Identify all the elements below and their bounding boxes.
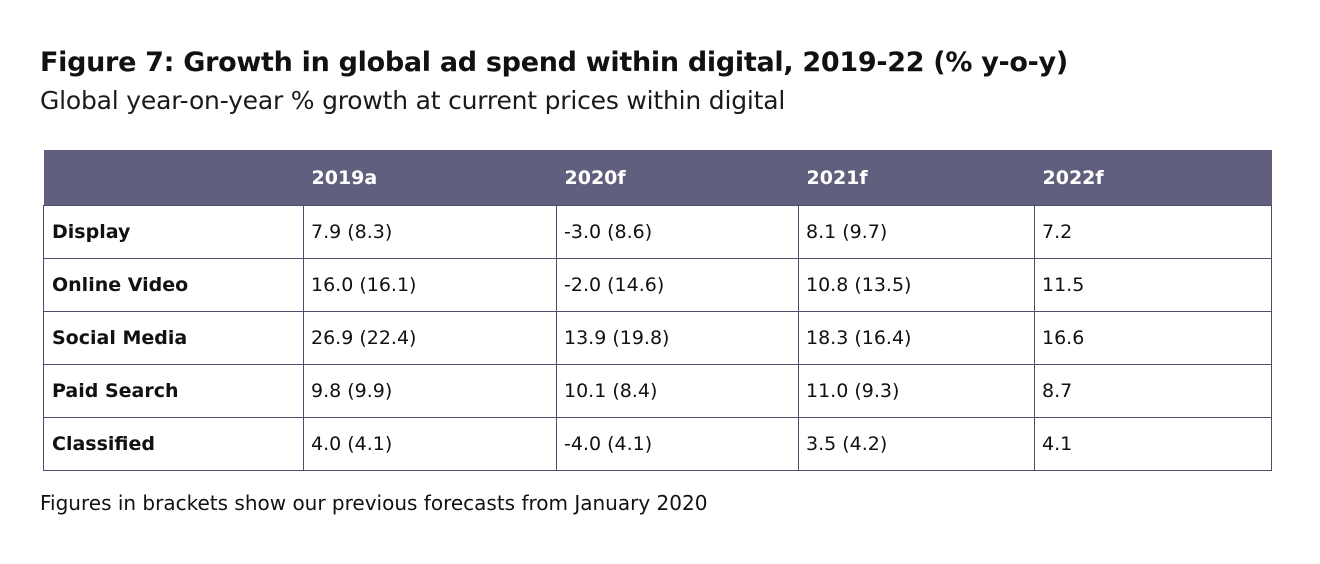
table-cell: 11.5 [1034, 258, 1272, 312]
table-cell: 3.5 (4.2) [798, 417, 1035, 471]
figure-subtitle: Global year-on-year % growth at current … [40, 86, 786, 115]
header-2020f: 2020f [556, 150, 799, 206]
table-row: Social Media 26.9 (22.4) 13.9 (19.8) 18.… [43, 311, 1272, 365]
table-cell: 16.6 [1034, 311, 1272, 365]
table-cell: 13.9 (19.8) [556, 311, 799, 365]
table-header: 2019a 2020f 2021f 2022f [43, 150, 1272, 206]
table-cell: 8.1 (9.7) [798, 205, 1035, 259]
figure-note: Figures in brackets show our previous fo… [40, 491, 708, 515]
table-cell: 8.7 [1034, 364, 1272, 418]
table-cell: 9.8 (9.9) [303, 364, 557, 418]
table-row: Online Video 16.0 (16.1) -2.0 (14.6) 10.… [43, 258, 1272, 312]
table-cell: -3.0 (8.6) [556, 205, 799, 259]
table-row: Paid Search 9.8 (9.9) 10.1 (8.4) 11.0 (9… [43, 364, 1272, 418]
row-label-display: Display [43, 205, 304, 259]
row-label-classified: Classified [43, 417, 304, 471]
row-label-online-video: Online Video [43, 258, 304, 312]
header-row: 2019a 2020f 2021f 2022f [43, 150, 1272, 206]
table-cell: -4.0 (4.1) [556, 417, 799, 471]
figure-title: Figure 7: Growth in global ad spend with… [40, 47, 1068, 78]
table-cell: 7.2 [1034, 205, 1272, 259]
header-2021f: 2021f [798, 150, 1035, 206]
table-cell: -2.0 (14.6) [556, 258, 799, 312]
table-cell: 10.1 (8.4) [556, 364, 799, 418]
row-label-paid-search: Paid Search [43, 364, 304, 418]
table-cell: 11.0 (9.3) [798, 364, 1035, 418]
header-2019a: 2019a [303, 150, 557, 206]
header-2022f: 2022f [1034, 150, 1272, 206]
table-cell: 4.0 (4.1) [303, 417, 557, 471]
table-cell: 18.3 (16.4) [798, 311, 1035, 365]
table-cell: 26.9 (22.4) [303, 311, 557, 365]
table-cell: 10.8 (13.5) [798, 258, 1035, 312]
table-row: Display 7.9 (8.3) -3.0 (8.6) 8.1 (9.7) 7… [43, 205, 1272, 259]
header-corner [43, 150, 304, 206]
row-label-social-media: Social Media [43, 311, 304, 365]
table-cell: 16.0 (16.1) [303, 258, 557, 312]
table-body: Display 7.9 (8.3) -3.0 (8.6) 8.1 (9.7) 7… [43, 205, 1272, 471]
table-cell: 7.9 (8.3) [303, 205, 557, 259]
table-cell: 4.1 [1034, 417, 1272, 471]
growth-table: 2019a 2020f 2021f 2022f Display 7.9 (8.3… [43, 150, 1272, 471]
table-row: Classified 4.0 (4.1) -4.0 (4.1) 3.5 (4.2… [43, 417, 1272, 471]
